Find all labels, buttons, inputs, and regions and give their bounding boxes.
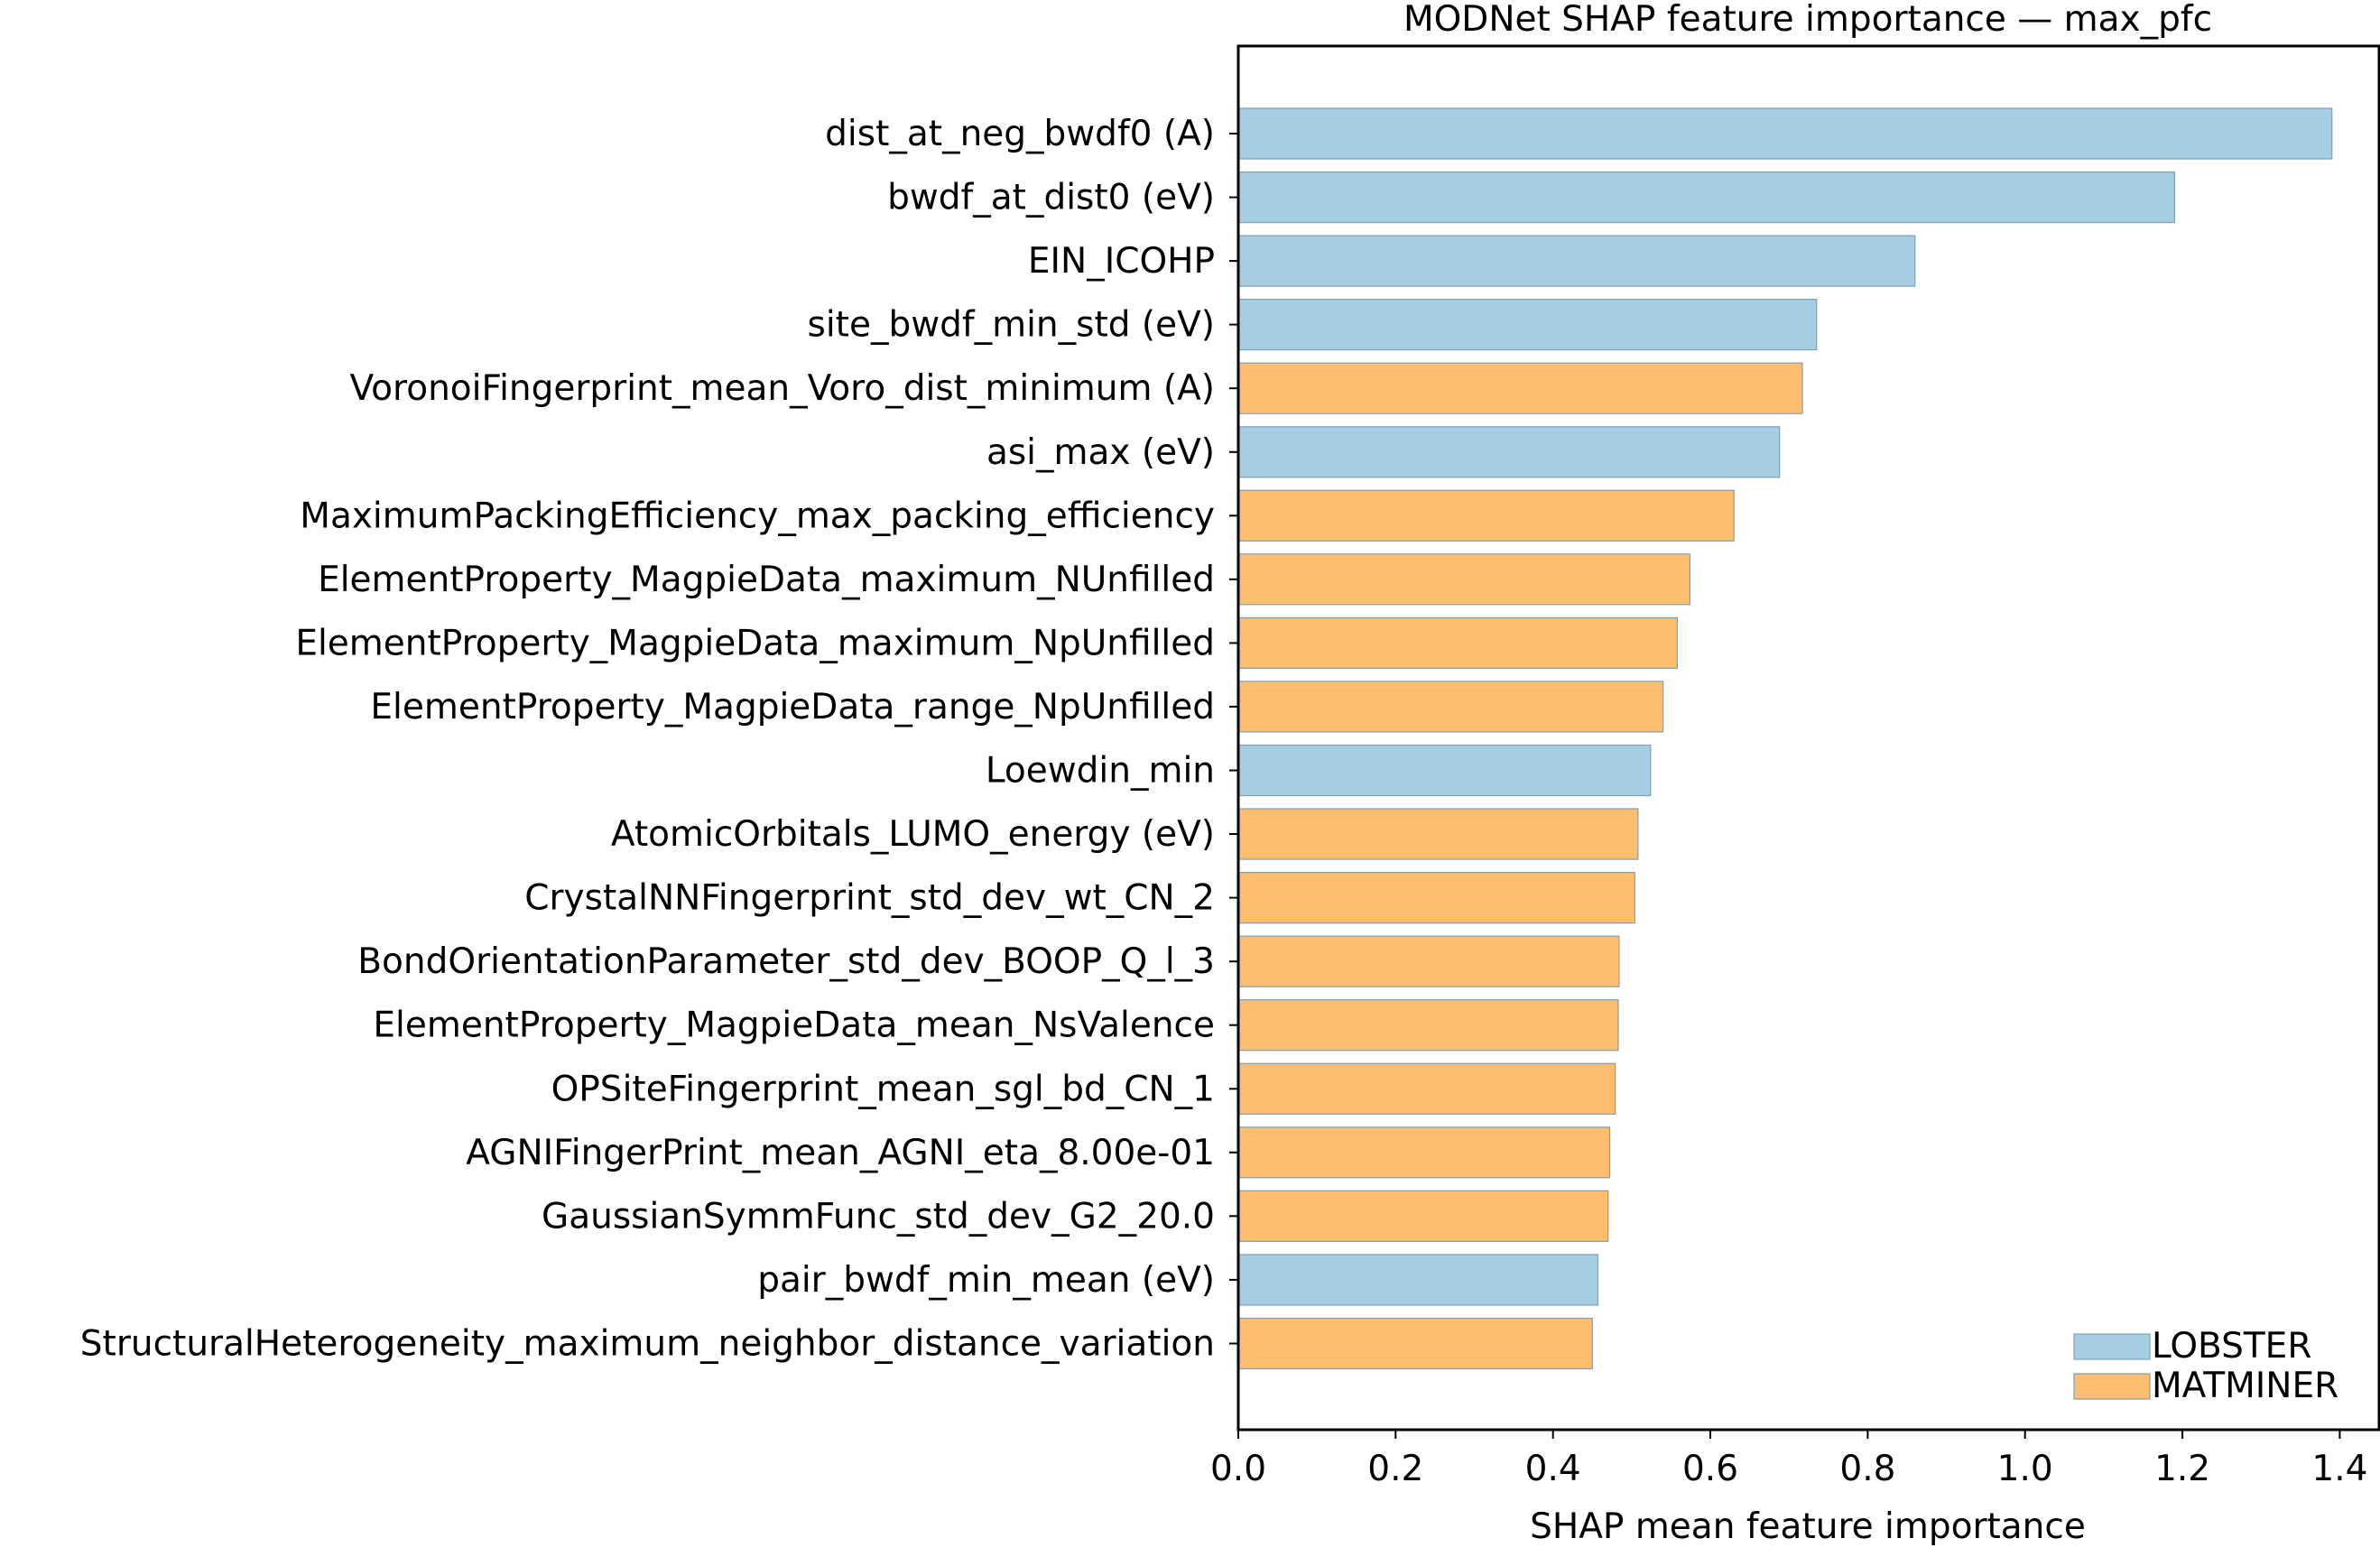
bar-10 [1237, 681, 1664, 733]
chart-title: MODNet SHAP feature importance — max_pfc [1403, 0, 2212, 40]
bar-6 [1237, 426, 1781, 478]
y-tick-label-6: asi_max (eV) [986, 432, 1215, 473]
legend-label-matminer: MATMINER [2152, 1366, 2338, 1406]
y-tick-label-8: ElementProperty_MagpieData_maximum_NUnfi… [318, 560, 1215, 600]
bar-16 [1237, 1062, 1616, 1115]
bar-2 [1237, 171, 2176, 224]
y-tick-label-18: GaussianSymmFunc_std_dev_G2_20.0 [542, 1196, 1215, 1237]
y-tick-label-19: pair_bwdf_min_mean (eV) [757, 1260, 1215, 1301]
legend-swatch-matminer [2073, 1373, 2151, 1400]
y-tick-label-16: OPSiteFingerprint_mean_sgl_bd_CN_1 [551, 1069, 1215, 1109]
bar-20 [1237, 1317, 1593, 1370]
x-tick-label-0.4: 0.4 [1525, 1449, 1581, 1489]
y-tick-label-15: ElementProperty_MagpieData_mean_NsValenc… [373, 1006, 1215, 1046]
x-tick-label-1.2: 1.2 [2154, 1449, 2210, 1489]
x-axis-label: SHAP mean feature importance [1530, 1506, 2086, 1547]
bar-11 [1237, 744, 1652, 797]
y-tick-label-13: CrystalNNFingerprint_std_dev_wt_CN_2 [524, 878, 1215, 919]
bar-18 [1237, 1190, 1609, 1242]
bar-5 [1237, 362, 1803, 414]
y-tick-label-10: ElementProperty_MagpieData_range_NpUnfil… [370, 687, 1215, 728]
plot-frame [1236, 44, 2380, 1432]
legend-swatch-lobster [2073, 1333, 2151, 1360]
bar-8 [1237, 553, 1690, 606]
x-tick-label-0.8: 0.8 [1839, 1449, 1895, 1489]
y-tick-label-11: Loewdin_min [986, 751, 1215, 792]
y-tick-label-12: AtomicOrbitals_LUMO_energy (eV) [611, 814, 1215, 855]
legend-label-lobster: LOBSTER [2152, 1326, 2311, 1367]
y-tick-label-17: AGNIFingerPrint_mean_AGNI_eta_8.00e-01 [466, 1133, 1215, 1173]
x-axis: 0.0 0.2 0.4 0.6 0.8 1.0 1.2 1.4 [1210, 1430, 2367, 1489]
y-tick-labels: dist_at_neg_bwdf0 (A) bwdf_at_dist0 (eV) E… [80, 114, 1238, 1365]
y-tick-label-20: StructuralHeterogeneity_maximum_neighbor… [80, 1324, 1215, 1365]
y-tick-label-9: ElementProperty_MagpieData_maximum_NpUnf… [295, 623, 1215, 663]
x-tick-label-1.0: 1.0 [1997, 1449, 2053, 1489]
y-tick-label-14: BondOrientationParameter_std_dev_BOOP_Q_… [357, 941, 1215, 982]
x-tick-label-0.6: 0.6 [1682, 1449, 1738, 1489]
bar-12 [1237, 808, 1639, 860]
bars-layer [1237, 107, 2333, 1370]
bar-14 [1237, 935, 1620, 987]
y-tick-label-4: site_bwdf_min_std (eV) [808, 305, 1216, 346]
bar-15 [1237, 999, 1619, 1052]
bar-1 [1237, 107, 2333, 160]
y-tick-label-1: dist_at_neg_bwdf0 (A) [825, 114, 1215, 154]
x-tick-label-0.0: 0.0 [1210, 1449, 1266, 1489]
bar-4 [1237, 299, 1818, 351]
bar-19 [1237, 1254, 1598, 1306]
bar-3 [1237, 235, 1916, 287]
bar-13 [1237, 871, 1635, 924]
bar-7 [1237, 489, 1735, 542]
y-tick-label-7: MaximumPackingEfficiency_max_packing_eff… [300, 496, 1215, 536]
y-tick-label-5: VoronoiFingerprint_mean_Voro_dist_minimu… [350, 368, 1215, 409]
bar-9 [1237, 616, 1678, 670]
x-tick-label-0.2: 0.2 [1367, 1449, 1423, 1489]
x-tick-label-1.4: 1.4 [2311, 1449, 2367, 1489]
y-tick-label-2: bwdf_at_dist0 (eV) [887, 178, 1215, 218]
y-tick-label-3: EIN_ICOHP [1028, 241, 1215, 282]
bar-17 [1237, 1126, 1611, 1179]
